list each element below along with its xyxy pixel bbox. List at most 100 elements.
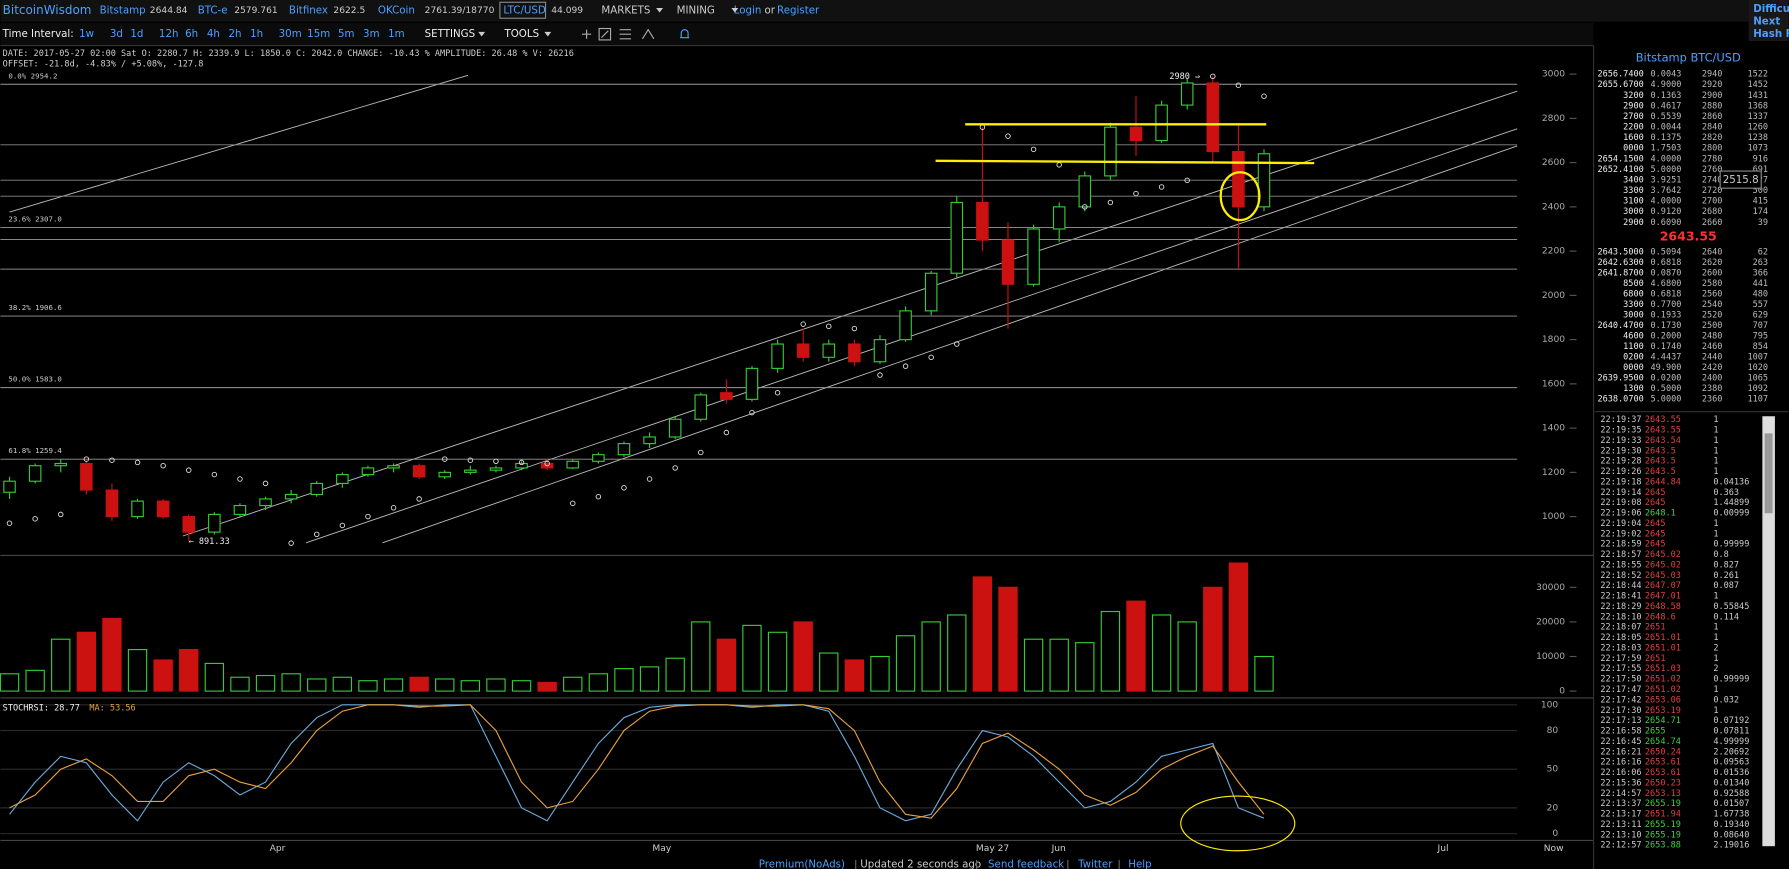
interval[interactable]: 1w xyxy=(79,28,94,40)
menu[interactable]: MINING xyxy=(677,4,715,16)
candle-body xyxy=(28,465,42,482)
trade-amount: 2.20692 xyxy=(1713,747,1749,757)
ticker-price: 2622.5 xyxy=(333,6,365,16)
trade-time: 22:19:04 xyxy=(1600,519,1641,529)
trade-price: 2647.01 xyxy=(1645,592,1681,602)
crosshair-icon[interactable] xyxy=(582,29,592,39)
interval[interactable]: 12h xyxy=(159,28,179,40)
sar-dot xyxy=(902,363,909,369)
interval[interactable]: 1h xyxy=(250,28,263,40)
trade-price: 2655.19 xyxy=(1645,820,1681,830)
sar-dot xyxy=(134,459,141,466)
volume-bar xyxy=(895,635,916,692)
trade-amount: 0.55845 xyxy=(1713,602,1749,612)
line-icon[interactable] xyxy=(598,27,612,41)
scrollbar[interactable] xyxy=(1762,416,1775,847)
line-icon[interactable] xyxy=(601,30,609,39)
menu-icon[interactable] xyxy=(619,29,632,40)
trade-amount: 1 xyxy=(1713,467,1718,477)
orderbook-cell: 2580 xyxy=(1702,279,1723,289)
orderbook-cell: 2900 xyxy=(1702,91,1723,101)
trade-amount: 1 xyxy=(1713,623,1718,633)
orderbook-cell: 629 xyxy=(1753,310,1768,320)
volume-bar xyxy=(76,631,97,692)
register-link[interactable]: Register xyxy=(777,4,820,16)
interval[interactable]: 1m xyxy=(388,28,405,40)
tool-icons[interactable] xyxy=(582,27,690,41)
scrollbar-thumb[interactable] xyxy=(1764,433,1773,514)
brand[interactable]: BitcoinWisdom xyxy=(3,3,92,17)
interval[interactable]: 6h xyxy=(185,28,198,40)
trade-time: 22:16:06 xyxy=(1600,768,1641,778)
orderbook-cell: 2560 xyxy=(1702,290,1723,300)
interval[interactable]: 15m xyxy=(307,28,330,40)
ticker-name[interactable]: BTC-e xyxy=(198,4,228,16)
dropdown-arrow xyxy=(478,31,486,37)
login-link[interactable]: Login xyxy=(734,4,762,16)
trade-price: 2645 xyxy=(1645,498,1666,508)
x-tick-label: Apr xyxy=(270,844,286,854)
candle-body xyxy=(80,462,93,491)
orderbook-cell: 3.7642 xyxy=(1651,186,1682,196)
orderbook-cell: 366 xyxy=(1753,269,1768,279)
candle-body xyxy=(822,343,836,358)
orderbook-cell: 1522 xyxy=(1747,70,1768,80)
trade-amount: 0.01507 xyxy=(1713,799,1749,809)
sar-dot xyxy=(672,465,678,471)
footer-link[interactable]: Premium(NoAds) xyxy=(759,858,845,869)
interval[interactable]: 1d xyxy=(130,28,143,40)
ticker-price: 2579.761 xyxy=(234,6,277,16)
orderbook-cell: 1100 xyxy=(1623,342,1644,352)
orderbook-cell: 2200 xyxy=(1623,123,1644,133)
fib-label: 0.0% 2954.2 xyxy=(8,71,57,80)
ticker-name[interactable]: OKCoin xyxy=(378,4,415,16)
fib-label: 61.8% 1259.4 xyxy=(8,446,62,455)
volume-bar xyxy=(383,678,404,692)
footer-link[interactable]: Twitter xyxy=(1077,858,1113,869)
draw-icon[interactable] xyxy=(641,28,655,40)
interval[interactable]: 3d xyxy=(110,28,123,40)
interval[interactable]: 30m xyxy=(279,28,302,40)
orderbook-cell: 1260 xyxy=(1747,123,1768,133)
trade-time: 22:18:05 xyxy=(1600,633,1641,643)
ticker-name[interactable]: Bitfinex xyxy=(289,4,328,16)
trade-time: 22:17:13 xyxy=(1600,716,1641,726)
volume-bar xyxy=(230,676,250,692)
trade-price: 2645 xyxy=(1645,519,1666,529)
orderbook-cell: 1368 xyxy=(1747,101,1768,111)
trade-amount: 0.08640 xyxy=(1713,830,1749,840)
ticker-name[interactable]: Bitstamp xyxy=(100,4,146,16)
candle-body xyxy=(950,201,964,274)
menu[interactable]: MARKETS xyxy=(601,4,650,16)
ticker-name[interactable]: LTC/USD xyxy=(503,4,546,16)
orderbook-cell: 0.6818 xyxy=(1651,258,1682,268)
interval[interactable]: 2h xyxy=(228,28,241,40)
sar-dot xyxy=(1158,184,1165,190)
trade-time: 22:18:41 xyxy=(1600,592,1641,602)
footer-link[interactable]: Help xyxy=(1128,858,1151,869)
volume-bar xyxy=(1075,642,1095,692)
trade-time: 22:16:16 xyxy=(1600,758,1641,768)
footer-link[interactable]: Send feedback xyxy=(988,858,1064,869)
y-tick-label: 1000 xyxy=(1542,512,1565,522)
bell-icon[interactable] xyxy=(680,29,690,39)
interval[interactable]: 4h xyxy=(207,28,220,40)
volume-bar xyxy=(1049,638,1069,692)
trade-price: 2655.19 xyxy=(1645,799,1681,809)
candle-body xyxy=(873,339,887,363)
trade-amount: 0.01536 xyxy=(1713,768,1749,778)
trade-amount: 0.01340 xyxy=(1713,778,1749,788)
interval[interactable]: 5m xyxy=(338,28,355,40)
orderbook-cell: 2460 xyxy=(1702,342,1723,352)
high-label: 2980 ⇒ xyxy=(1169,72,1200,82)
volume-bar xyxy=(460,680,481,692)
stoch-line xyxy=(9,704,1265,822)
orderbook-cell: 2900 xyxy=(1623,218,1644,228)
candle-body xyxy=(720,392,733,400)
volume-bar xyxy=(742,624,762,692)
settings-menu[interactable]: SETTINGS xyxy=(425,28,475,40)
interval[interactable]: 3m xyxy=(363,28,380,40)
tools-menu[interactable]: TOOLS xyxy=(503,28,539,40)
trade-price: 2645.02 xyxy=(1645,550,1681,560)
